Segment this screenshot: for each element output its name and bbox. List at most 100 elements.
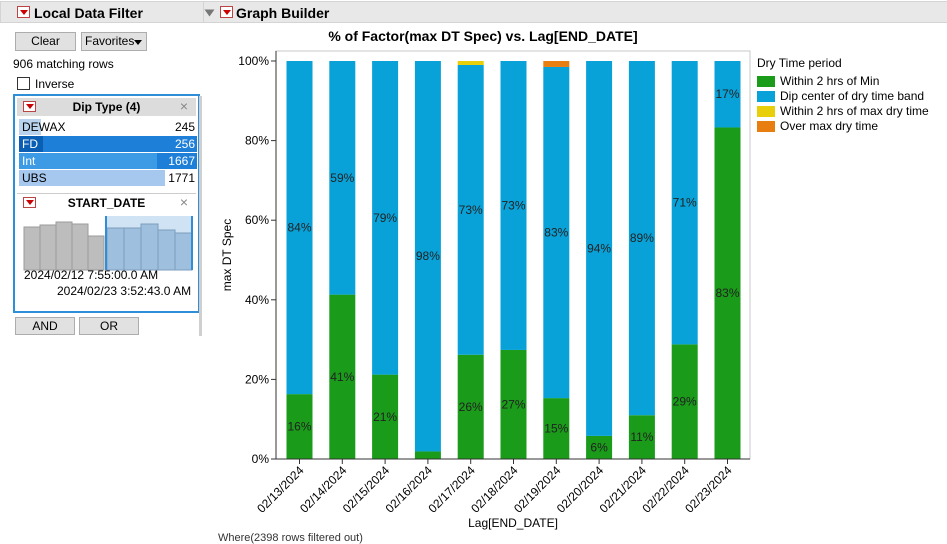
- bar-segment[interactable]: [457, 354, 484, 459]
- data-label: 41%: [330, 370, 354, 384]
- legend-swatch: [757, 121, 775, 132]
- favorites-dropdown[interactable]: Favorites: [81, 32, 147, 51]
- bar-segment[interactable]: [329, 294, 356, 459]
- legend-label: Within 2 hrs of max dry time: [780, 104, 929, 118]
- start-date-title: START_DATE: [67, 196, 146, 210]
- data-label: 83%: [544, 226, 568, 240]
- bar-segment[interactable]: [329, 61, 356, 295]
- disclosure-menu-icon[interactable]: [17, 6, 30, 18]
- legend-swatch: [757, 76, 775, 87]
- legend-item[interactable]: Over max dry time: [757, 119, 947, 134]
- legend-label: Within 2 hrs of Min: [780, 74, 880, 88]
- local-data-filter-title: Local Data Filter: [34, 5, 143, 21]
- data-label: 89%: [630, 231, 654, 245]
- bar-segment[interactable]: [628, 415, 655, 459]
- data-label: 79%: [373, 211, 397, 225]
- y-tick-label: 40%: [245, 293, 269, 307]
- bar-segment[interactable]: [414, 61, 441, 452]
- count-bar: [19, 119, 41, 135]
- disclosure-menu-icon[interactable]: [23, 101, 36, 112]
- legend-title: Dry Time period: [757, 56, 842, 70]
- list-item[interactable]: FD 256: [19, 136, 197, 152]
- dip-type-title: Dip Type (4): [72, 100, 141, 114]
- item-count: 245: [174, 120, 195, 134]
- legend-label: Dip center of dry time band: [780, 89, 925, 103]
- bar-segment[interactable]: [586, 61, 613, 436]
- y-tick-label: 20%: [245, 372, 269, 386]
- item-count: 1667: [168, 154, 195, 168]
- data-label: 17%: [715, 87, 739, 101]
- item-label: UBS: [22, 171, 47, 185]
- bar-segment[interactable]: [372, 374, 399, 459]
- chevron-down-icon: [134, 40, 142, 45]
- bar-segment[interactable]: [372, 61, 399, 375]
- bar-segment[interactable]: [714, 61, 741, 128]
- inverse-label: Inverse: [35, 77, 75, 91]
- bar-segment[interactable]: [500, 349, 527, 459]
- bar-segment[interactable]: [286, 394, 313, 459]
- disclosure-menu-icon[interactable]: [220, 6, 233, 18]
- data-label: 15%: [544, 422, 568, 436]
- matching-rows-text: 906 matching rows: [13, 57, 114, 71]
- x-axis-label: Lag[END_DATE]: [468, 516, 558, 530]
- data-label: 94%: [587, 241, 611, 255]
- count-bar: [19, 170, 165, 186]
- bar-segment[interactable]: [286, 61, 313, 395]
- item-label: FD: [22, 137, 38, 151]
- data-label: 27%: [501, 397, 525, 411]
- or-button[interactable]: OR: [79, 317, 139, 335]
- data-label: 11%: [630, 430, 653, 444]
- item-label: Int: [22, 154, 36, 168]
- item-count: 1771: [168, 171, 195, 185]
- chart-title: % of Factor(max DT Spec) vs. Lag[END_DAT…: [328, 28, 637, 44]
- legend-item[interactable]: Dip center of dry time band: [757, 89, 947, 104]
- data-label: 73%: [501, 198, 525, 212]
- inverse-checkbox[interactable]: [17, 77, 30, 90]
- data-label: 84%: [287, 221, 311, 235]
- x-tick-label: 02/23/2024: [682, 463, 735, 516]
- y-tick-label: 80%: [245, 134, 269, 148]
- bar-segment[interactable]: [671, 61, 698, 345]
- bar-segment[interactable]: [500, 61, 527, 350]
- bar-segment[interactable]: [714, 127, 741, 459]
- favorites-label: Favorites: [85, 34, 135, 48]
- data-label: 26%: [459, 400, 483, 414]
- and-button[interactable]: AND: [15, 317, 75, 335]
- bar-segment[interactable]: [628, 61, 655, 416]
- data-label: 6%: [590, 440, 608, 454]
- legend-swatch: [757, 91, 775, 102]
- data-label: 29%: [673, 395, 697, 409]
- local-data-filter-header: Local Data Filter: [0, 1, 204, 23]
- scrollbar[interactable]: [199, 96, 202, 336]
- legend-item[interactable]: Within 2 hrs of Min: [757, 74, 947, 89]
- clear-button[interactable]: Clear: [15, 32, 76, 51]
- legend-item[interactable]: Within 2 hrs of max dry time: [757, 104, 947, 119]
- bar-segment[interactable]: [543, 61, 570, 67]
- bar-segment[interactable]: [414, 451, 441, 459]
- histogram-bar: [87, 235, 105, 271]
- y-tick-label: 0%: [252, 452, 270, 466]
- legend: Dry Time period Within 2 hrs of Min Dip c…: [757, 56, 947, 134]
- bar-segment[interactable]: [457, 64, 484, 355]
- start-date-histogram[interactable]: [23, 216, 193, 272]
- close-icon[interactable]: ×: [179, 194, 188, 210]
- bar-segment[interactable]: [671, 344, 698, 459]
- graph-builder-header: Graph Builder: [204, 1, 947, 23]
- list-item[interactable]: DEWAX 245: [19, 119, 197, 135]
- bar-segment[interactable]: [543, 398, 570, 459]
- start-date-to[interactable]: 2024/02/23 3:52:43.0 AM: [57, 284, 192, 298]
- list-item[interactable]: Int 1667: [19, 153, 197, 169]
- data-label: 59%: [330, 171, 354, 185]
- filter-footer-text: Where(2398 rows filtered out): [218, 532, 363, 544]
- start-date-from[interactable]: 2024/02/12 7:55:00.0 AM: [24, 268, 159, 282]
- item-label: DEWAX: [22, 120, 66, 134]
- data-label: 71%: [673, 196, 697, 210]
- disclosure-menu-icon[interactable]: [23, 197, 36, 208]
- bar-segment[interactable]: [586, 435, 613, 459]
- list-item[interactable]: UBS 1771: [19, 170, 197, 186]
- close-icon[interactable]: ×: [179, 98, 188, 114]
- data-label: 98%: [416, 249, 440, 263]
- bar-segment[interactable]: [543, 66, 570, 399]
- bar-segment[interactable]: [457, 61, 484, 65]
